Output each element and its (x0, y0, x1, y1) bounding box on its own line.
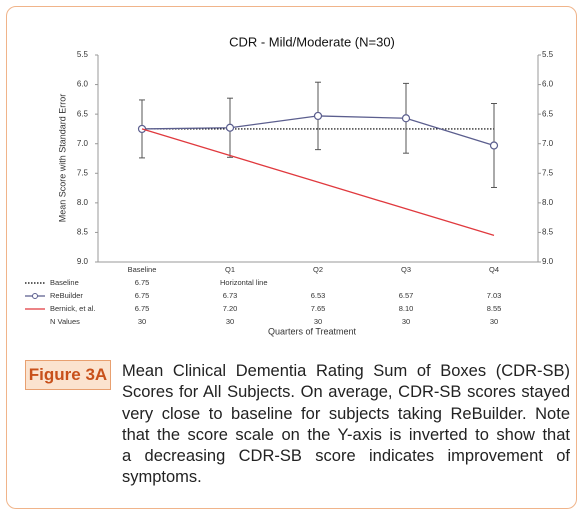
x-tick-label: Baseline (128, 265, 157, 274)
y-tick-label: 5.5 (77, 50, 89, 59)
y-axis-label: Mean Score with Standard Error (57, 94, 67, 223)
chart-title: CDR - Mild/Moderate (N=30) (229, 34, 395, 49)
table-cell: 7.65 (311, 304, 326, 313)
table-cell: 6.75 (135, 304, 150, 313)
y2-tick-label: 6.0 (542, 80, 554, 89)
table-cell: 6.75 (135, 291, 150, 300)
figure-label: Figure 3A (25, 360, 111, 390)
caption: Mean Clinical Dementia Rating Sum of Box… (122, 361, 570, 489)
y-tick-label: 7.5 (77, 168, 89, 177)
table-cell: 30 (402, 317, 410, 326)
caption-line: Scores for All Subjects. On average, CDR… (122, 383, 570, 402)
x-tick-label: Q1 (225, 265, 235, 274)
table-cell: 30 (314, 317, 322, 326)
caption-line: Mean Clinical Dementia Rating Sum of Box… (122, 362, 570, 380)
x-axis-label: Quarters of Treatment (268, 326, 357, 336)
table-cell: 6.75 (135, 278, 150, 287)
chart: CDR - Mild/Moderate (N=30) Mean Score wi… (25, 34, 554, 336)
y-tick-label: 6.5 (77, 109, 89, 118)
legend-label: ReBuilder (50, 291, 83, 300)
caption-line: a decreasing CDR-SB score indicates impr… (122, 447, 570, 466)
figure-frame (6, 6, 577, 509)
y2-tick-label: 8.0 (542, 198, 554, 207)
y2-tick-label: 7.5 (542, 168, 554, 177)
y2-tick-label: 5.5 (542, 50, 554, 59)
table-cell: 8.55 (487, 304, 502, 313)
series-line (141, 128, 495, 237)
legend-label: Bernick, et al. (50, 304, 95, 313)
legend-marker (32, 293, 38, 299)
y-tick-label: 7.0 (77, 139, 89, 148)
caption-line: very close to baseline for subjects taki… (122, 404, 570, 423)
caption-line: symptoms. (122, 468, 202, 487)
y2-tick-label: 6.5 (542, 109, 554, 118)
marker (489, 141, 499, 150)
y2-tick-label: 9.0 (542, 257, 554, 266)
table-row-label: N Values (50, 317, 80, 326)
table-cell: 30 (226, 317, 234, 326)
legend-label: Baseline (50, 278, 79, 287)
x-tick-label: Q3 (401, 265, 411, 274)
table-cell: 8.10 (399, 304, 414, 313)
marker (401, 114, 411, 123)
y-tick-label: 9.0 (77, 257, 89, 266)
marker (225, 123, 235, 132)
x-tick-label: Q4 (489, 265, 499, 274)
y-tick-label: 6.0 (77, 80, 89, 89)
table-cell: Horizontal line (220, 278, 268, 287)
table-cell: 30 (138, 317, 146, 326)
y2-tick-label: 7.0 (542, 139, 554, 148)
table-cell: 30 (490, 317, 498, 326)
table-cell: 6.57 (399, 291, 414, 300)
table-cell: 6.53 (311, 291, 326, 300)
caption-line: that the score scale on the Y-axis is in… (122, 425, 570, 444)
table-cell: 7.20 (223, 304, 238, 313)
y2-tick-label: 8.5 (542, 228, 554, 237)
y-tick-label: 8.5 (77, 228, 89, 237)
table-cell: 7.03 (487, 291, 502, 300)
marker (313, 111, 323, 121)
x-tick-label: Q2 (313, 265, 323, 274)
y-tick-label: 8.0 (77, 198, 89, 207)
table-cell: 6.73 (223, 291, 238, 300)
